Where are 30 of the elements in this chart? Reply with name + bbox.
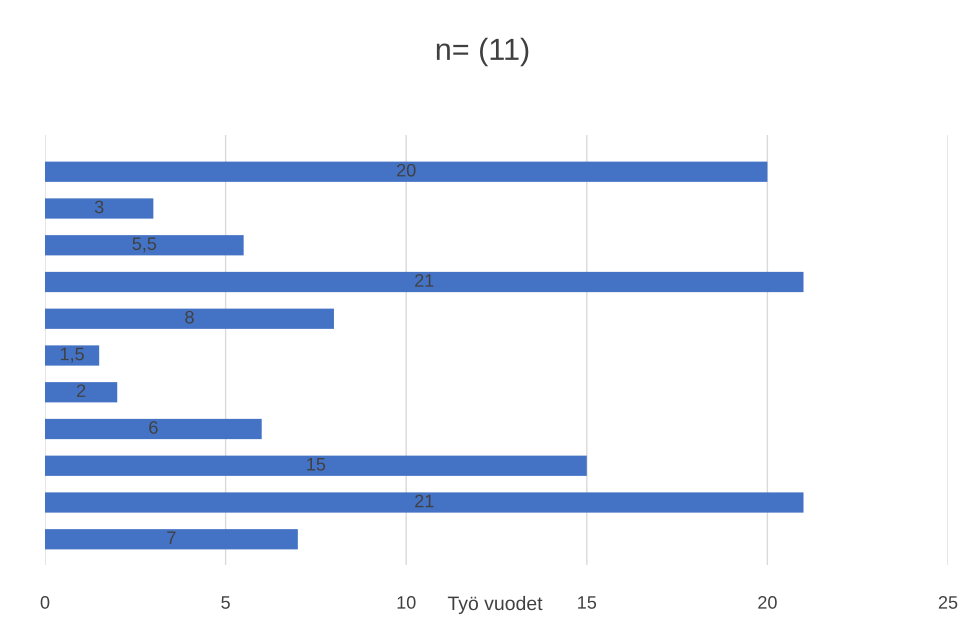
data-label: 8 (185, 310, 194, 324)
bar (45, 162, 768, 182)
bar (45, 198, 154, 219)
bar (45, 529, 298, 550)
bar (45, 272, 804, 292)
bar (45, 418, 262, 440)
bar (45, 235, 244, 256)
bar (45, 492, 804, 513)
bar (45, 308, 334, 329)
x-tick-label: 15 (578, 596, 596, 609)
data-label: 2 (77, 384, 86, 397)
data-label: 21 (415, 274, 434, 287)
bar (45, 345, 100, 366)
data-label: 3 (94, 200, 104, 214)
bar (45, 456, 587, 476)
x-tick-label: 25 (938, 596, 958, 609)
x-axis-title: Työ vuodet (448, 596, 542, 614)
data-label: 20 (397, 164, 416, 177)
data-label: 15 (307, 458, 326, 471)
bar (45, 382, 118, 402)
x-tick-label: 20 (758, 596, 777, 609)
data-label: 6 (149, 421, 158, 434)
data-label: 21 (415, 494, 434, 508)
data-label: 7 (167, 532, 176, 544)
chart-title: n= (11) (436, 38, 528, 66)
x-tick-label: 10 (398, 596, 416, 609)
x-tick-label: 0 (40, 596, 50, 609)
data-label: 1,5 (60, 348, 84, 362)
x-tick-label: 5 (221, 596, 230, 609)
data-label: 5,5 (132, 238, 156, 252)
